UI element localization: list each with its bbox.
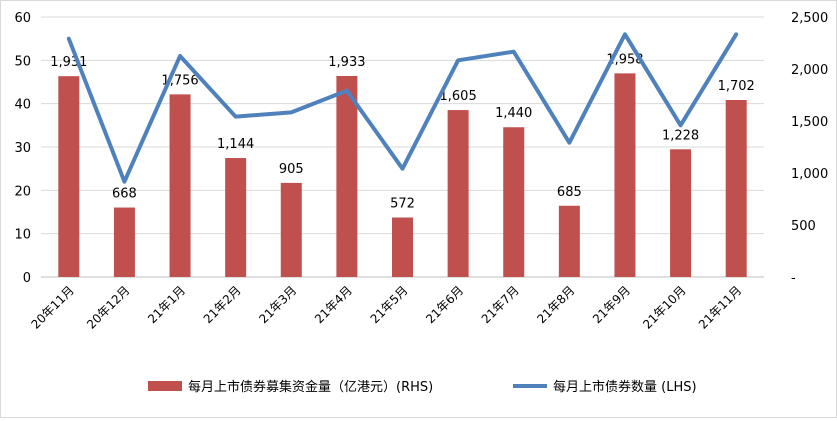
x-axis-tick-label: 21年1月: [145, 283, 188, 326]
left-axis-tick-label: 20: [14, 184, 31, 199]
right-axis-tick-label: -: [791, 271, 796, 286]
bar: [170, 94, 191, 277]
x-axis-tick-label: 21年11月: [696, 283, 744, 331]
bar: [225, 158, 246, 277]
bar-data-label: 1,702: [718, 79, 755, 94]
left-axis-tick-label: 60: [14, 11, 31, 26]
right-axis-tick-label: 1,500: [791, 115, 828, 130]
legend-swatch-bar: [148, 381, 182, 391]
bar-data-label: 1,440: [495, 106, 532, 121]
x-axis-tick-label: 21年2月: [201, 283, 244, 326]
right-axis-tick-label: 2,000: [791, 63, 828, 78]
bar-data-label: 668: [112, 187, 137, 202]
line-series: [69, 34, 737, 182]
bar-data-label: 905: [279, 162, 304, 177]
legend: 每月上市债券募集资金量（亿港元）(RHS) 每月上市债券数量 (LHS): [148, 379, 697, 395]
x-axis-tick-label: 21年10月: [640, 283, 688, 331]
legend-label-bar: 每月上市债券募集资金量（亿港元）(RHS): [188, 379, 433, 395]
bar-data-label: 1,933: [328, 55, 365, 70]
legend-label-line: 每月上市债券数量 (LHS): [553, 379, 697, 395]
bar: [559, 206, 580, 277]
bar: [726, 100, 747, 277]
bar-data-label: 1,228: [662, 128, 699, 143]
right-axis-tick-label: 2,500: [791, 11, 828, 26]
bar: [448, 110, 469, 277]
bar-data-label: 572: [390, 197, 415, 212]
bar-data-label: 685: [557, 185, 582, 200]
left-axis-tick-label: 50: [14, 54, 31, 69]
x-axis-tick-label: 21年9月: [590, 283, 633, 326]
bar: [281, 183, 302, 277]
x-axis-tick-label: 21年8月: [534, 283, 577, 326]
x-axis-tick-label: 21年3月: [256, 283, 299, 326]
bar: [392, 218, 413, 277]
x-axis-tick-label: 21年4月: [312, 283, 355, 326]
bar-data-label: 1,144: [217, 137, 254, 152]
right-axis-tick-label: 1,000: [791, 167, 828, 182]
right-axis-tick-label: 500: [791, 219, 816, 234]
left-axis-tick-label: 10: [14, 228, 31, 243]
left-axis-tick-label: 30: [14, 141, 31, 156]
bar: [336, 76, 357, 277]
x-axis-tick-label: 21年6月: [423, 283, 466, 326]
bar: [58, 76, 79, 277]
x-axis-tick-label: 21年7月: [479, 283, 522, 326]
bar: [670, 149, 691, 277]
x-axis-tick-label: 20年11月: [28, 283, 76, 331]
x-axis-tick-label: 20年12月: [84, 283, 132, 331]
left-axis: 0 10 20 30 40 50 60: [14, 11, 31, 286]
bar: [614, 73, 635, 277]
bar: [114, 208, 135, 277]
left-axis-tick-label: 40: [14, 98, 31, 113]
bar: [503, 127, 524, 277]
left-axis-tick-label: 0: [23, 271, 31, 286]
bar-data-label: 1,605: [440, 89, 477, 104]
right-axis: - 500 1,000 1,500 2,000 2,500: [791, 11, 828, 286]
x-axis-tick-label: 21年5月: [368, 283, 411, 326]
